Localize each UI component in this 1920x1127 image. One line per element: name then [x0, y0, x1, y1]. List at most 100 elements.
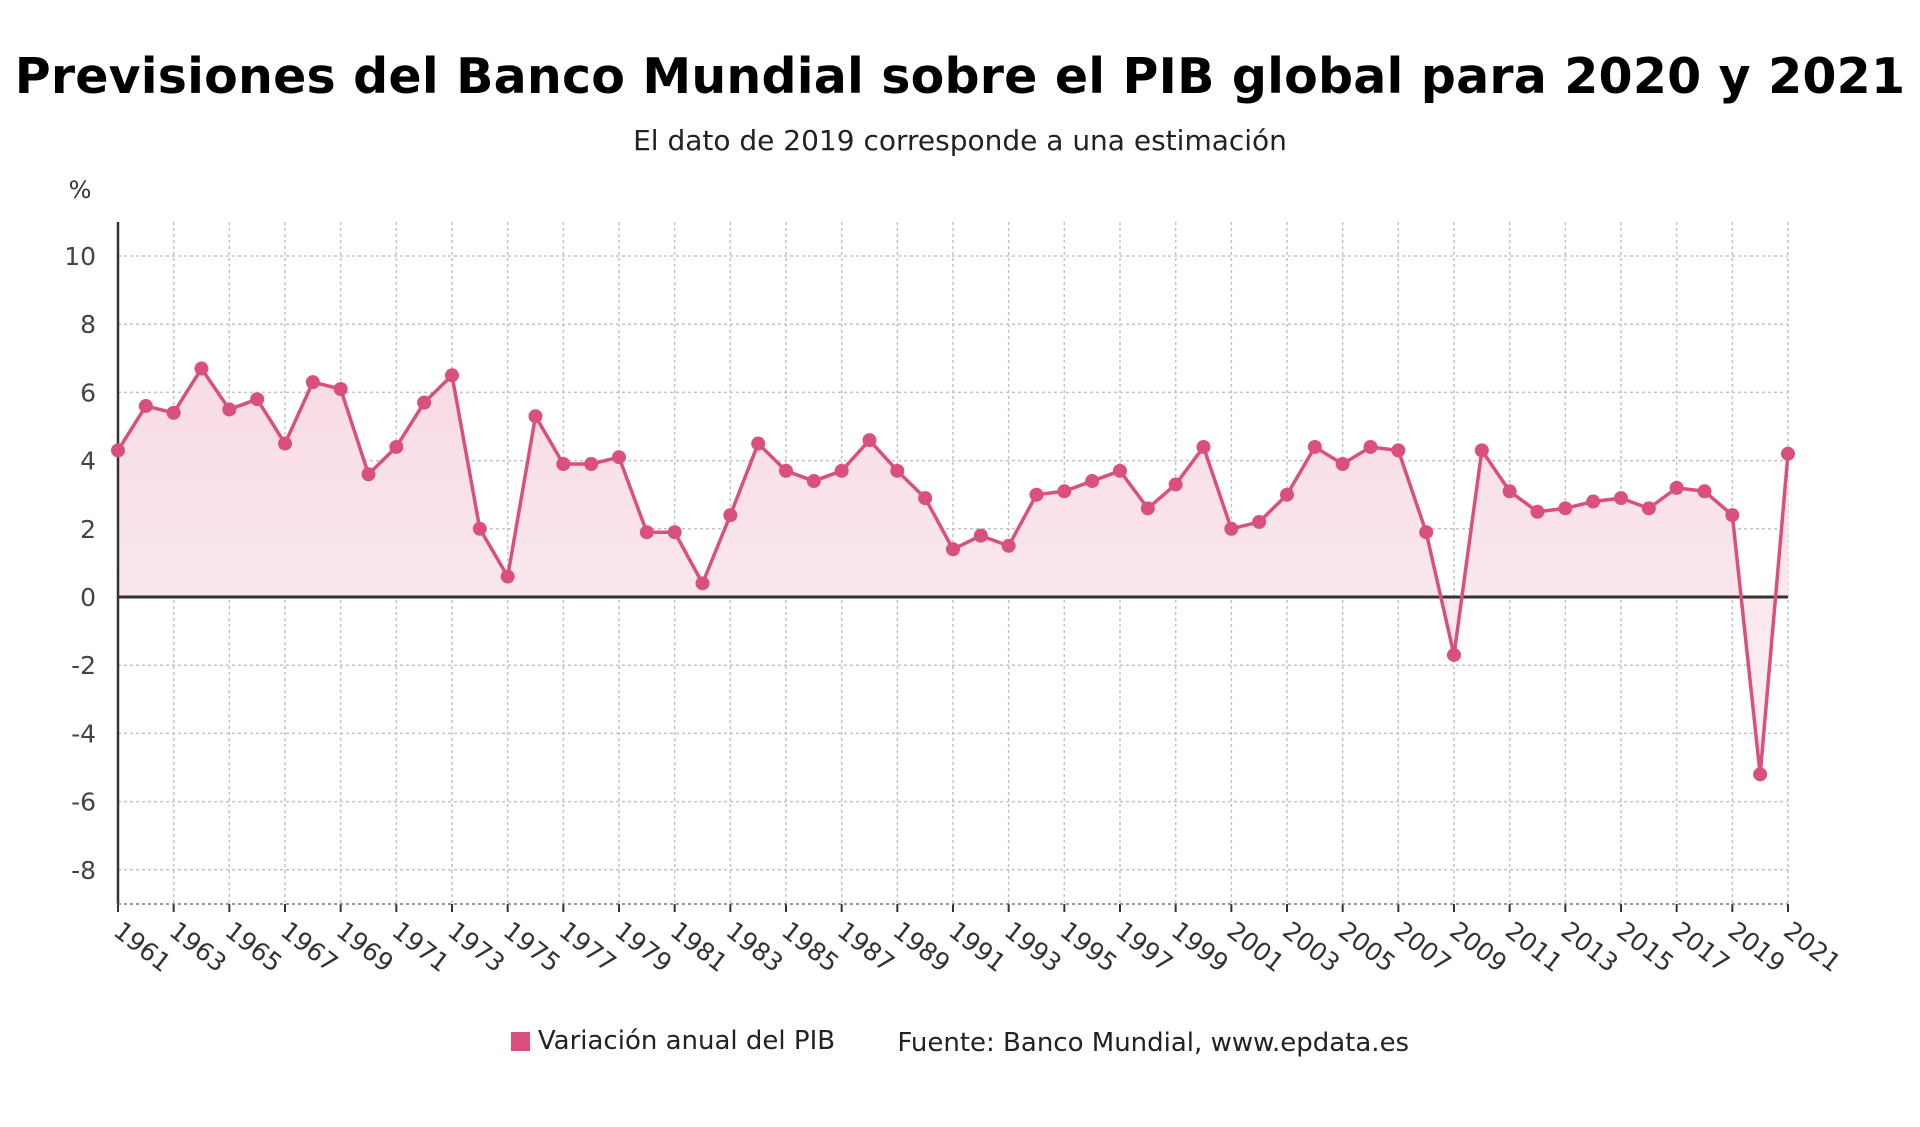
data-point: [751, 437, 765, 451]
x-tick-label: 1995: [1055, 916, 1123, 978]
y-tick-label: 10: [64, 242, 96, 271]
data-point: [1447, 648, 1461, 662]
x-tick-label: 1969: [331, 916, 399, 978]
x-tick-label: 1975: [498, 916, 566, 978]
data-point: [723, 508, 737, 522]
data-point: [111, 443, 125, 457]
y-tick-label: -6: [71, 788, 96, 817]
x-tick-label: 2015: [1611, 916, 1679, 978]
x-tick-label: 2005: [1333, 916, 1401, 978]
data-point: [1391, 443, 1405, 457]
data-point: [612, 450, 626, 464]
x-tick-label: 1977: [554, 916, 622, 978]
data-point: [250, 392, 264, 406]
data-point: [1475, 443, 1489, 457]
y-tick-label: 2: [80, 515, 96, 544]
data-point: [779, 464, 793, 478]
legend-swatch: [511, 1032, 530, 1051]
data-point: [1614, 491, 1628, 505]
data-point: [1558, 501, 1572, 515]
data-point: [473, 522, 487, 536]
data-point: [696, 576, 710, 590]
y-tick-label: 6: [80, 378, 96, 407]
data-point: [529, 409, 543, 423]
legend-item: Variación anual del PIB: [511, 1026, 835, 1056]
data-point: [1169, 477, 1183, 491]
y-tick-label: 0: [80, 583, 96, 612]
data-point: [1503, 484, 1517, 498]
data-point: [139, 399, 153, 413]
x-tick-label: 1989: [888, 916, 956, 978]
data-point: [417, 396, 431, 410]
source-note: Fuente: Banco Mundial, www.epdata.es: [897, 1028, 1409, 1058]
x-tick-label: 1997: [1110, 916, 1178, 978]
data-point: [584, 457, 598, 471]
series-area: [118, 369, 1788, 775]
data-point: [1224, 522, 1238, 536]
data-point: [640, 525, 654, 539]
x-tick-label: 1981: [665, 916, 733, 978]
data-point: [1113, 464, 1127, 478]
data-point: [1030, 488, 1044, 502]
data-point: [863, 433, 877, 447]
data-point: [974, 529, 988, 543]
y-tick-label: -2: [71, 651, 96, 680]
data-point: [306, 375, 320, 389]
y-tick-label: -8: [71, 856, 96, 885]
x-tick-label: 2017: [1667, 916, 1735, 978]
data-point: [1336, 457, 1350, 471]
data-point: [1725, 508, 1739, 522]
data-point: [1002, 539, 1016, 553]
x-tick-label: 1979: [609, 916, 677, 978]
data-point: [668, 525, 682, 539]
data-point: [1197, 440, 1211, 454]
data-point: [918, 491, 932, 505]
x-tick-label: 2013: [1556, 916, 1624, 978]
data-point: [1364, 440, 1378, 454]
x-tick-label: 1967: [275, 916, 343, 978]
x-tick-label: 1983: [721, 916, 789, 978]
data-point: [445, 368, 459, 382]
x-tick-label: 1963: [164, 916, 232, 978]
x-tick-label: 2019: [1723, 916, 1791, 978]
x-tick-label: 1987: [832, 916, 900, 978]
data-point: [1670, 481, 1684, 495]
x-tick-label: 1991: [943, 916, 1011, 978]
x-tick-label: 2011: [1500, 916, 1568, 978]
data-point: [1642, 501, 1656, 515]
data-point: [1280, 488, 1294, 502]
y-axis-unit-label: %: [69, 176, 92, 204]
area-fill: [118, 369, 1788, 775]
data-point: [1057, 484, 1071, 498]
data-point: [1531, 505, 1545, 519]
data-point: [222, 402, 236, 416]
data-point: [946, 542, 960, 556]
x-tick-label: 2001: [1222, 916, 1290, 978]
data-point: [835, 464, 849, 478]
legend: Variación anual del PIB Fuente: Banco Mu…: [0, 1026, 1920, 1058]
data-point: [501, 570, 515, 584]
data-point: [278, 437, 292, 451]
x-tick-label: 1973: [442, 916, 510, 978]
data-point: [556, 457, 570, 471]
y-tick-label: 8: [80, 310, 96, 339]
y-tick-label: -4: [71, 719, 96, 748]
x-tick-label: 2009: [1444, 916, 1512, 978]
data-point: [389, 440, 403, 454]
data-point: [890, 464, 904, 478]
data-point: [1085, 474, 1099, 488]
data-point: [1586, 495, 1600, 509]
x-tick-label: 1965: [220, 916, 288, 978]
data-point: [195, 362, 209, 376]
data-point: [1308, 440, 1322, 454]
data-point: [1753, 767, 1767, 781]
y-tick-label: 4: [80, 447, 96, 476]
x-tick-label: 1985: [776, 916, 844, 978]
x-tick-label: 1961: [108, 916, 176, 978]
x-tick-label: 2007: [1389, 916, 1457, 978]
data-point: [1419, 525, 1433, 539]
x-tick-label: 1993: [999, 916, 1067, 978]
data-point: [334, 382, 348, 396]
data-point: [1698, 484, 1712, 498]
